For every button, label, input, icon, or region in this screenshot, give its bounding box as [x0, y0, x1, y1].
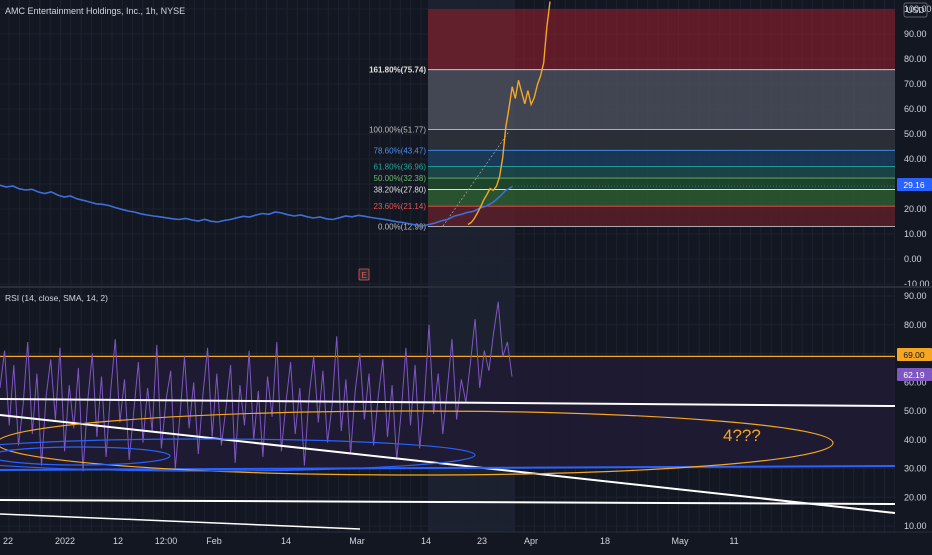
time-axis-tick: 14	[281, 536, 291, 546]
fib-level-label: 50.00%(32.38)	[374, 174, 427, 183]
fib-level-label: 38.20%(27.80)	[374, 186, 427, 195]
earnings-marker-icon[interactable]	[358, 268, 370, 281]
rsi-level-badge-label: 69.00	[903, 350, 925, 360]
fib-level-label: 161.80%(75.74)	[369, 66, 426, 75]
rsi-axis-tick: 50.00	[904, 406, 927, 416]
price-axis-tick: 10.00	[904, 229, 927, 239]
rsi-band-fill	[0, 356, 895, 469]
time-axis-tick: 11	[729, 536, 738, 546]
earnings-marker-glyph: E	[361, 271, 366, 280]
currency-label: USD	[907, 5, 925, 15]
price-badge-label: 29.16	[903, 180, 925, 190]
price-axis-tick: 70.00	[904, 79, 927, 89]
rsi-axis-tick: 90.00	[904, 291, 927, 301]
currency-box[interactable]	[903, 2, 928, 18]
rsi-value-badge	[897, 368, 932, 381]
price-axis-tick: -10.00	[904, 279, 930, 289]
fib-level-label: 23.60%(21.14)	[374, 202, 427, 211]
price-series-line	[0, 184, 513, 227]
fib-level-label: 78.60%(43.47)	[374, 146, 427, 155]
annotation-text: 4???	[723, 426, 761, 445]
price-badge	[897, 178, 932, 191]
ellipse-blue-large[interactable]	[0, 438, 476, 472]
price-axis-tick: 100.00	[904, 4, 932, 14]
ellipse-orange[interactable]	[0, 410, 834, 476]
rsi-level-badge	[897, 348, 932, 361]
time-axis-tick: 18	[600, 536, 610, 546]
time-axis-tick: Apr	[524, 536, 538, 546]
price-axis-tick: 60.00	[904, 104, 927, 114]
rsi-series-line	[0, 301, 513, 472]
fib-zone	[428, 9, 895, 70]
fib-zone	[428, 69, 895, 130]
fib-zone	[428, 129, 895, 151]
fib-level-label: 100.00%(51.77)	[369, 126, 426, 135]
time-axis-tick: 14	[421, 536, 431, 546]
time-axis-tick: 2022	[55, 536, 75, 546]
fib-zone	[428, 189, 895, 207]
time-axis-tick: 23	[477, 536, 487, 546]
fib-zone	[428, 206, 895, 227]
price-axis-tick: 0.00	[904, 254, 922, 264]
price-axis-tick: 90.00	[904, 29, 927, 39]
time-axis-tick: 22	[3, 536, 13, 546]
ellipse-blue-small[interactable]	[0, 446, 171, 466]
rsi-axis-tick: 20.00	[904, 492, 927, 502]
time-axis-tick: 12	[113, 536, 123, 546]
rsi-axis-tick: 80.00	[904, 320, 927, 330]
time-axis-tick: Mar	[349, 536, 365, 546]
fib-zone	[428, 178, 895, 190]
chart-title: AMC Entertainment Holdings, Inc., 1h, NY…	[5, 6, 185, 16]
price-axis-tick: 20.00	[904, 204, 927, 214]
fib-trend-line[interactable]	[442, 131, 510, 227]
trendline-descending[interactable]	[0, 414, 896, 514]
time-axis-tick: 12:00	[155, 536, 178, 546]
time-axis-tick: Feb	[206, 536, 222, 546]
rsi-value-badge-label: 62.19	[903, 370, 925, 380]
trendline-base[interactable]	[0, 513, 361, 530]
rsi-axis-tick: 40.00	[904, 435, 927, 445]
fib-level-label: 0.00%(12.99)	[378, 223, 426, 232]
fib-zone	[428, 150, 895, 167]
trendline-resistance[interactable]	[0, 398, 896, 407]
trendline-blue[interactable]	[0, 465, 896, 471]
rsi-axis-tick: 60.00	[904, 377, 927, 387]
rsi-legend: RSI (14, close, SMA, 14, 2)	[5, 293, 108, 303]
rsi-axis-tick: 10.00	[904, 521, 927, 531]
price-axis-bg[interactable]	[895, 0, 932, 550]
fib-zone	[428, 166, 895, 179]
price-axis-tick: 50.00	[904, 129, 927, 139]
price-axis-tick: 80.00	[904, 54, 927, 64]
trendline-support[interactable]	[0, 499, 896, 505]
time-axis-tick: May	[671, 536, 689, 546]
price-axis-tick: 40.00	[904, 154, 927, 164]
fib-level-label: 61.80%(36.96)	[374, 163, 427, 172]
time-axis-bg[interactable]	[0, 532, 932, 550]
rsi-axis-tick: 30.00	[904, 464, 927, 474]
projection-series-line	[467, 1, 551, 226]
